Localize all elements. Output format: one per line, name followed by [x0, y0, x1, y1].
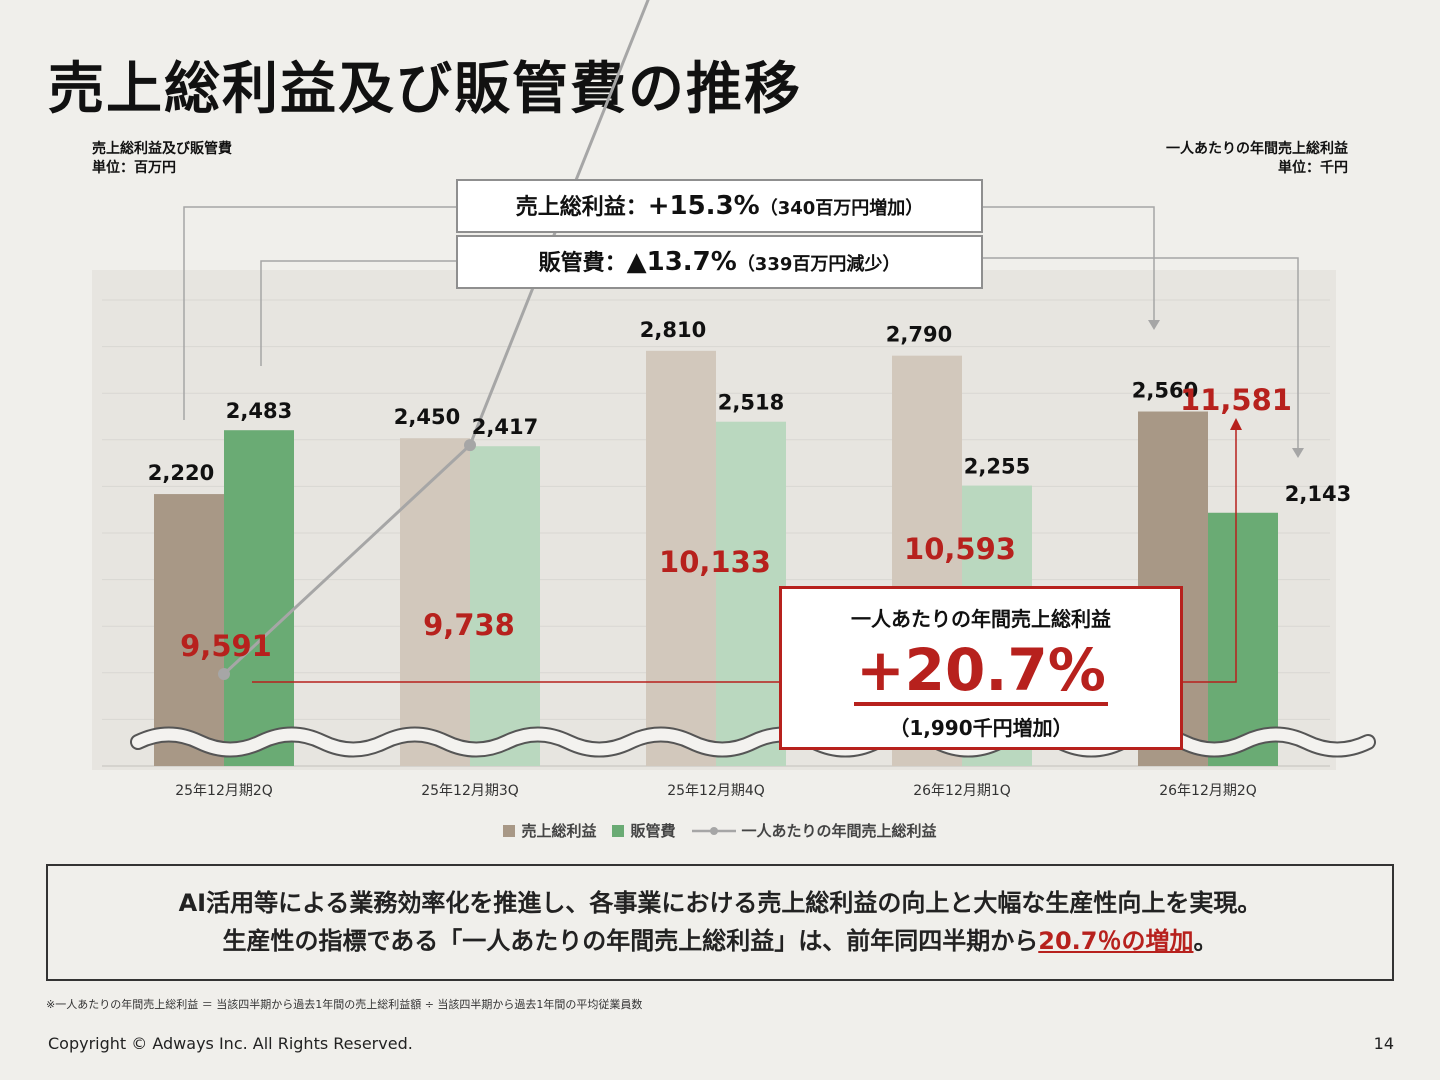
growth-arrow	[1230, 418, 1242, 430]
x-axis-label: 25年12月期4Q	[667, 783, 765, 799]
callout-connectors	[183, 206, 1304, 683]
summary-line-2: 生産性の指標である「一人あたりの年間売上総利益」は、前年同四半期から20.7％の…	[48, 922, 1392, 960]
x-axis-label: 25年12月期3Q	[421, 783, 519, 799]
page-number: 14	[1373, 1034, 1394, 1053]
footnote: ※一人あたりの年間売上総利益 ＝ 当該四半期から過去1年間の売上総利益額 ÷ 当…	[46, 998, 643, 1011]
x-axis-labels: 25年12月期2Q 25年12月期3Q 25年12月期4Q 26年12月期1Q 26年1…	[175, 783, 1257, 799]
kpi-note: （1,990千円増加）	[889, 716, 1073, 740]
right-axis-unit-title: 一人あたりの年間売上総利益	[1166, 141, 1348, 157]
bar-gross-profit	[400, 438, 470, 766]
legend-label-sga: 販管費	[630, 822, 676, 840]
line-series	[218, 0, 650, 680]
connector-arrow	[1292, 448, 1304, 458]
bar-gross-profit	[154, 494, 224, 766]
data-label-per-person: 10,593	[904, 532, 1016, 566]
summary-line-2-end: 。	[1193, 927, 1218, 955]
data-labels: 2,220 2,483 2,450 2,417 2,810 2,518 2,790 2,255…	[148, 318, 1351, 663]
gross-profit-callout-label: 売上総利益：	[515, 195, 648, 220]
kpi-title: 一人あたりの年間売上総利益	[851, 607, 1111, 631]
line-point	[218, 668, 230, 680]
data-label-sga: 2,483	[226, 399, 292, 423]
legend: 売上総利益 販管費 一人あたりの年間売上総利益	[0, 820, 1440, 841]
sga-callout-label: 販管費：	[538, 251, 627, 276]
right-axis-unit-label: 単位：千円	[1278, 160, 1348, 176]
data-label-per-person: 10,133	[659, 545, 771, 579]
data-label-sga: 2,143	[1285, 482, 1351, 506]
bar-sga	[470, 446, 540, 766]
wave-fill	[132, 728, 1374, 756]
data-label-gross-profit: 2,790	[886, 323, 952, 347]
gross-profit-callout: 売上総利益：+15.3%（340百万円増加）	[456, 179, 983, 233]
axis-break-wave	[130, 726, 1376, 758]
per-person-line	[222, 0, 650, 676]
x-axis-label: 25年12月期2Q	[175, 783, 273, 799]
data-label-gross-profit: 2,220	[148, 461, 214, 485]
gross-profit-callout-note: （340百万円増加）	[759, 198, 924, 219]
connector-sga-left	[260, 260, 456, 366]
sga-callout-note: （339百万円減少）	[736, 254, 901, 275]
data-label-gross-profit: 2,810	[640, 318, 706, 342]
connector-arrow	[1148, 320, 1160, 330]
data-label-per-person: 11,581	[1180, 383, 1292, 417]
sga-callout: 販管費：▲13.7%（339百万円減少）	[456, 235, 983, 289]
data-label-gross-profit: 2,450	[394, 405, 460, 429]
legend-swatch-sga	[612, 824, 625, 837]
kpi-box: 一人あたりの年間売上総利益 +20.7% （1,990千円増加）	[779, 586, 1183, 750]
copyright: Copyright © Adways Inc. All Rights Reser…	[48, 1034, 413, 1053]
data-label-per-person: 9,738	[423, 608, 515, 642]
data-label-sga: 2,417	[472, 415, 538, 439]
legend-line-marker	[691, 826, 736, 835]
x-axis-label: 26年12月期1Q	[913, 783, 1011, 799]
bar-sga	[1208, 512, 1278, 766]
legend-item-per-person: 一人あたりの年間売上総利益	[691, 820, 937, 841]
summary-line-2-text: 生産性の指標である「一人あたりの年間売上総利益」は、前年同四半期から	[222, 927, 1039, 955]
kpi-value: +20.7%	[854, 636, 1108, 706]
gross-profit-callout-value: +15.3%	[647, 191, 760, 221]
legend-swatch-gross-profit	[503, 824, 516, 837]
bar-sga	[716, 421, 786, 766]
data-label-per-person: 9,591	[180, 629, 272, 663]
left-axis-unit: 売上総利益及び販管費 単位：百万円	[92, 140, 232, 178]
right-axis-unit: 一人あたりの年間売上総利益 単位：千円	[1166, 140, 1348, 178]
connector-gross-profit-right	[983, 206, 1155, 322]
data-label-gross-profit: 2,560	[1132, 379, 1198, 403]
sga-callout-value: ▲13.7%	[626, 247, 737, 277]
x-axis-label: 26年12月期2Q	[1159, 783, 1257, 799]
data-label-sga: 2,255	[964, 455, 1030, 479]
legend-item-gross-profit: 売上総利益	[503, 820, 596, 841]
left-axis-unit-label: 単位：百万円	[92, 160, 176, 176]
connector-gross-profit-left	[183, 206, 456, 420]
bar-sga	[224, 430, 294, 766]
left-axis-unit-title: 売上総利益及び販管費	[92, 141, 232, 157]
growth-connector	[252, 426, 1237, 683]
page-title: 売上総利益及び販管費の推移	[48, 57, 802, 122]
bar-gross-profit	[646, 350, 716, 766]
summary-box: AI活用等による業務効率化を推進し、各事業における売上総利益の向上と大幅な生産性…	[46, 864, 1394, 981]
legend-item-sga: 販管費	[612, 820, 676, 841]
connector-sga-right	[983, 257, 1299, 450]
summary-line-1: AI活用等による業務効率化を推進し、各事業における売上総利益の向上と大幅な生産性…	[178, 889, 1262, 917]
data-label-sga: 2,518	[718, 391, 784, 415]
legend-label-gross-profit: 売上総利益	[521, 822, 597, 840]
summary-highlight: 20.7％の増加	[1038, 927, 1194, 955]
legend-label-per-person: 一人あたりの年間売上総利益	[741, 822, 937, 840]
line-point	[464, 439, 476, 452]
